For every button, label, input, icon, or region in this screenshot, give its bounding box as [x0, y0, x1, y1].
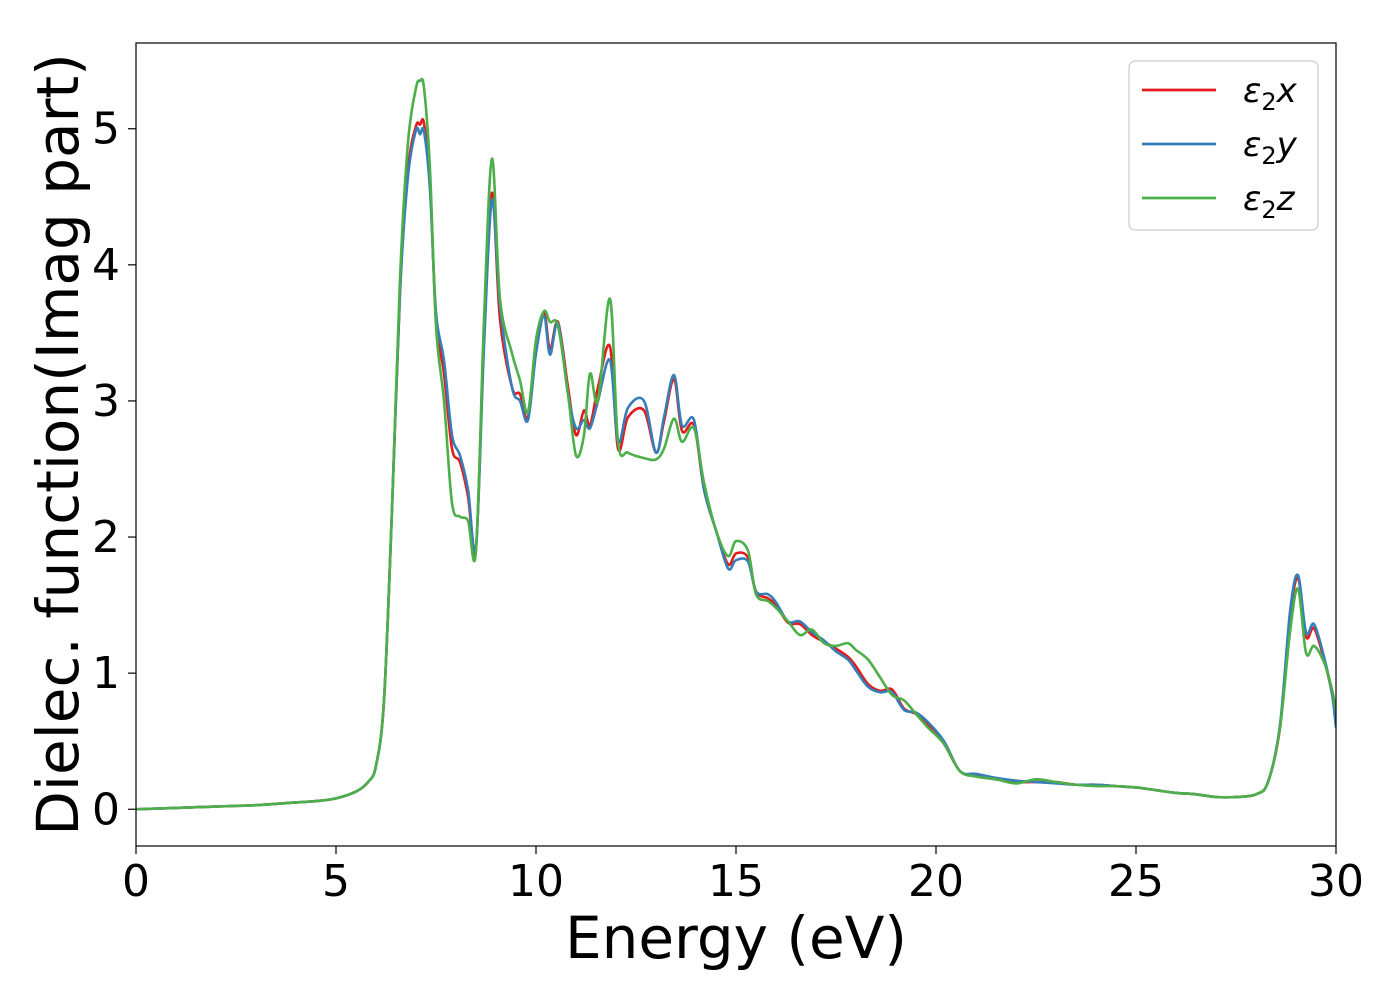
- legend-label-z: ε2z: [1243, 179, 1296, 224]
- y-axis-label: Dielec. function(Imag part): [24, 53, 92, 836]
- y-tick-label: 5: [92, 104, 120, 155]
- x-tick-label: 10: [508, 856, 564, 907]
- y-tick-label: 4: [92, 240, 120, 291]
- y-tick-label: 0: [92, 784, 120, 835]
- y-tick-label: 1: [92, 648, 120, 699]
- legend-label-y: ε2y: [1243, 125, 1298, 170]
- x-axis-label: Energy (eV): [565, 904, 907, 972]
- x-tick-label: 25: [1108, 856, 1164, 907]
- x-tick-label: 0: [122, 856, 150, 907]
- x-tick-label: 5: [322, 856, 350, 907]
- legend-box: [1128, 60, 1319, 231]
- legend: ε2x ε2y ε2z: [1128, 60, 1319, 231]
- x-axis: 0 5 10 15 20 25 30: [122, 846, 1364, 907]
- x-tick-label: 15: [708, 856, 764, 907]
- y-tick-label: 3: [92, 376, 120, 427]
- y-tick-label: 2: [92, 512, 120, 563]
- y-axis: 0 1 2 3 4 5: [92, 104, 136, 835]
- series-line-z: [136, 77, 1336, 811]
- legend-label-x: ε2x: [1243, 71, 1298, 116]
- series-layer: [136, 77, 1336, 811]
- x-tick-label: 30: [1308, 856, 1364, 907]
- x-tick-label: 20: [908, 856, 964, 907]
